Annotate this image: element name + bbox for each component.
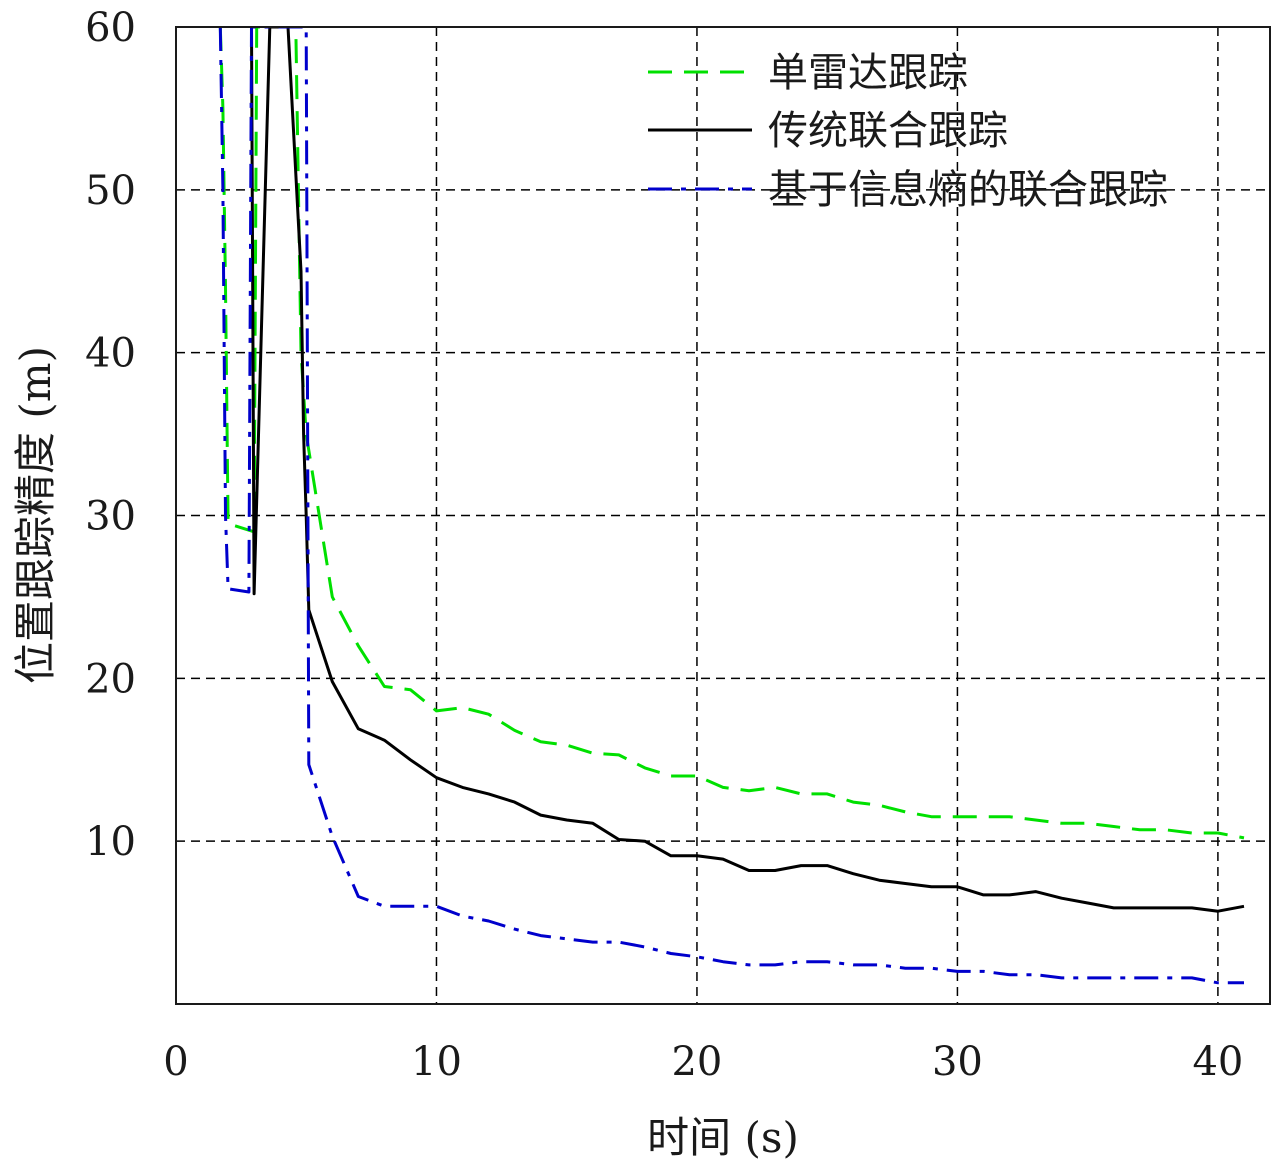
x-tick-label: 20 (671, 1039, 722, 1085)
legend-label-3: 基于信息熵的联合跟踪 (768, 167, 1168, 213)
y-tick-label: 20 (85, 656, 136, 702)
y-tick-label: 50 (85, 168, 136, 214)
y-tick-label: 10 (85, 819, 136, 865)
x-tick-label: 10 (411, 1039, 462, 1085)
legend-label-1: 单雷达跟踪 (768, 50, 968, 96)
ticks: 0 10 20 30 40 10 20 30 40 50 60 (85, 5, 1243, 1085)
y-tick-label: 30 (85, 494, 136, 540)
grid (176, 27, 1270, 1004)
x-tick-label: 40 (1192, 1039, 1243, 1085)
series-line-1 (218, 27, 1245, 840)
y-axis-title: 位置跟踪精度 (m) (11, 346, 60, 684)
legend-label-2: 传统联合跟踪 (768, 108, 1008, 154)
series-line-2 (250, 27, 1245, 913)
series-group (218, 27, 1245, 985)
y-tick-label: 40 (85, 331, 136, 377)
x-tick-label: 30 (932, 1039, 983, 1085)
x-axis-title: 时间 (s) (647, 1113, 799, 1162)
y-tick-label: 60 (85, 5, 136, 51)
x-tick-label: 0 (163, 1039, 188, 1085)
plot-area-frame (175, 26, 1271, 1005)
series-line-3 (218, 27, 1244, 985)
